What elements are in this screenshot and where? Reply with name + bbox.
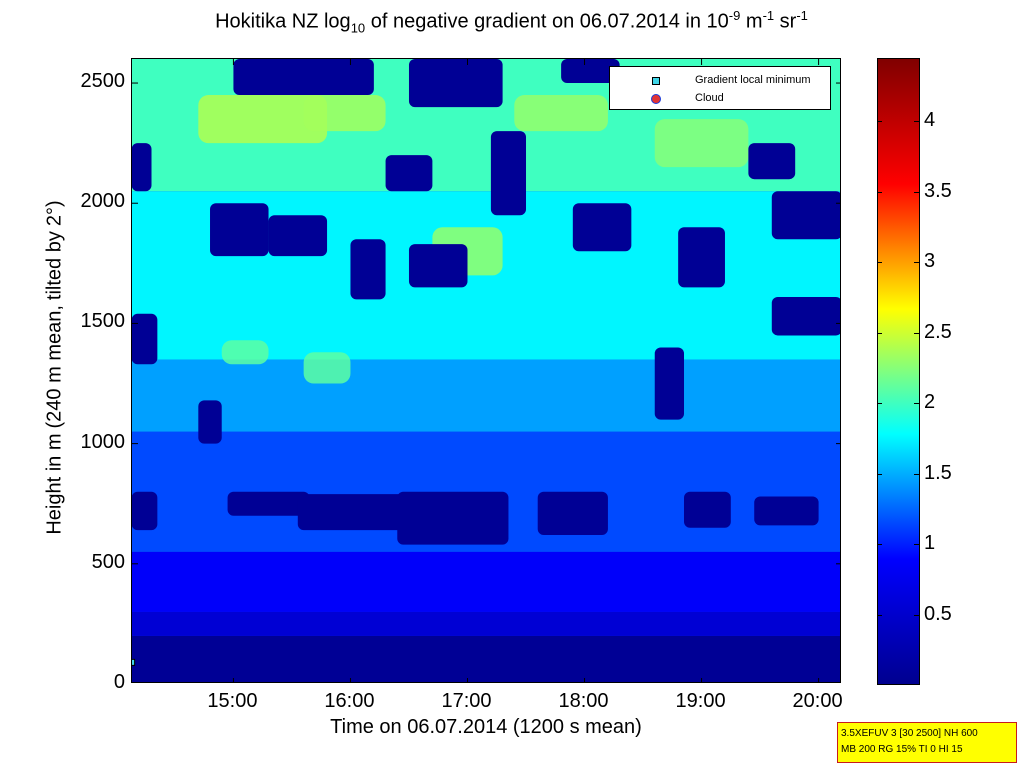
x-tick-label: 15:00 (207, 690, 258, 712)
y-tick-label: 500 (91, 550, 125, 573)
legend-label-cloud: Cloud (695, 92, 724, 104)
heat-high-patch-0 (198, 95, 328, 144)
heat-low-patch-0 (132, 491, 158, 531)
heat-low-patch-22 (408, 59, 503, 108)
colorbar-tick-mark (877, 262, 882, 264)
heat-low-patch-9 (654, 347, 685, 420)
y-tick-label: 1500 (80, 310, 126, 333)
infobox-line-2: MB 200 RG 15% TI 0 HI 15 (841, 744, 963, 755)
y-label-part-4: 2°) (43, 200, 66, 227)
heat-low-patch-12 (210, 203, 269, 257)
heat-low-patch-7 (132, 313, 158, 365)
square-marker-icon (652, 77, 660, 85)
colorbar-tick-label: 4 (924, 109, 936, 132)
heat-low-patch-2 (297, 494, 409, 531)
colorbar-tick-label: 1.5 (924, 461, 952, 484)
heat-band-4 (132, 359, 840, 432)
y-axis-label: Height in m (240 m mean, tilted by 2°) (44, 200, 67, 539)
heat-band-0 (132, 635, 840, 682)
y-tick-label: 2000 (80, 190, 126, 213)
heat-high-patch-1 (303, 95, 386, 132)
colorbar-tick-mark (877, 332, 882, 334)
title-unit-sr: sr (774, 10, 797, 33)
heat-high-patch-4 (654, 119, 749, 168)
colorbar-tick-label: 3.5 (924, 179, 952, 202)
x-tick-label: 18:00 (558, 690, 609, 712)
x-tick-label: 19:00 (675, 690, 726, 712)
legend-label-gradient-min: Gradient local minimum (695, 74, 811, 86)
heat-low-patch-10 (771, 296, 840, 336)
heat-low-patch-20 (771, 191, 840, 240)
heat-band-2 (132, 551, 840, 612)
heat-low-patch-15 (385, 155, 433, 192)
settings-infobox: 3.5XEFUV 3 [30 2500] NH 600 MB 200 RG 15… (837, 722, 1017, 763)
colorbar-tick-mark (877, 403, 882, 405)
heat-low-patch-3 (397, 491, 509, 545)
x-axis-label: Time on 06.07.2014 (1200 s mean) (330, 716, 642, 738)
colorbar-tick-mark (914, 262, 919, 264)
heat-low-patch-24 (748, 143, 796, 180)
y-label-part-1: Height in m (43, 433, 66, 535)
chart-title: Hokitika NZ log10 of negative gradient o… (0, 8, 1023, 36)
y-tick-label: 0 (113, 671, 125, 693)
title-exponent-m: -1 (762, 8, 775, 23)
colorbar-tick-label: 3 (924, 250, 936, 273)
heat-low-patch-19 (678, 227, 725, 288)
heat-low-patch-4 (537, 491, 608, 535)
colorbar-tick-mark (914, 614, 919, 616)
colorbar-tick-mark (914, 473, 919, 475)
colorbar-tick-mark (877, 614, 882, 616)
title-middle: of negative gradient on 06.07.2014 in 10 (365, 10, 729, 33)
title-exponent-sr: -1 (796, 8, 808, 23)
heatmap-plot-area (131, 58, 841, 683)
legend: Gradient local minimum Cloud (609, 66, 831, 110)
y-tick-label: 1000 (80, 430, 126, 453)
colorbar-tick-mark (914, 191, 919, 193)
colorbar-tick-mark (914, 121, 919, 123)
heat-high-patch-3 (514, 95, 608, 132)
heat-low-patch-16 (408, 244, 468, 288)
title-unit-m: m (740, 10, 763, 33)
heat-low-patch-11 (132, 143, 152, 192)
heat-high-patch-6 (303, 352, 351, 384)
heat-low-patch-17 (490, 131, 527, 216)
heat-band-1 (132, 611, 840, 636)
heat-low-patch-1 (227, 491, 310, 516)
heatmap-svg (132, 59, 840, 682)
heat-low-patch-8 (198, 400, 222, 444)
infobox-line-1: 3.5XEFUV 3 [30 2500] NH 600 (841, 728, 978, 739)
title-log-base: 10 (350, 20, 366, 36)
x-tick-label: 17:00 (441, 690, 492, 712)
heat-low-patch-18 (572, 203, 632, 252)
heat-low-patch-6 (754, 496, 819, 526)
y-label-part-2: (240 m mean, (43, 305, 66, 429)
colorbar-tick-label: 2 (924, 391, 936, 414)
colorbar (877, 58, 920, 685)
heat-high-patch-5 (221, 340, 269, 365)
heat-low-patch-13 (268, 215, 328, 257)
colorbar-tick-mark (877, 473, 882, 475)
heat-low-patch-14 (350, 239, 386, 300)
title-prefix: Hokitika NZ log (215, 10, 351, 33)
x-tick-label: 16:00 (324, 690, 375, 712)
colorbar-tick-mark (877, 191, 882, 193)
colorbar-tick-mark (877, 121, 882, 123)
heat-low-patch-5 (684, 491, 731, 528)
colorbar-tick-mark (914, 403, 919, 405)
colorbar-tick-label: 2.5 (924, 320, 952, 343)
x-tick-label: 20:00 (792, 690, 843, 712)
y-tick-label: 2500 (80, 70, 126, 93)
colorbar-tick-mark (877, 544, 882, 546)
heat-low-patch-23 (561, 59, 620, 84)
title-exponent: -9 (728, 8, 741, 23)
gradient-min-marker-0 (132, 658, 136, 666)
colorbar-tick-mark (914, 332, 919, 334)
heat-low-patch-21 (233, 59, 374, 96)
circle-marker-icon (651, 94, 661, 104)
colorbar-tick-mark (914, 544, 919, 546)
colorbar-tick-label: 1 (924, 532, 936, 555)
y-label-part-3: tilted by (43, 231, 66, 301)
colorbar-tick-label: 0.5 (924, 602, 952, 625)
